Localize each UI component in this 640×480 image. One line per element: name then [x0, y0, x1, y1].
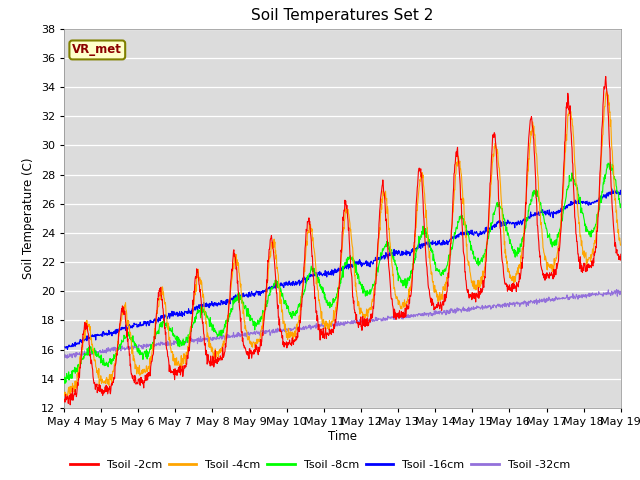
Title: Soil Temperatures Set 2: Soil Temperatures Set 2	[252, 9, 433, 24]
Legend: Tsoil -2cm, Tsoil -4cm, Tsoil -8cm, Tsoil -16cm, Tsoil -32cm: Tsoil -2cm, Tsoil -4cm, Tsoil -8cm, Tsoi…	[65, 456, 575, 474]
X-axis label: Time: Time	[328, 430, 357, 443]
Text: VR_met: VR_met	[72, 44, 122, 57]
Y-axis label: Soil Temperature (C): Soil Temperature (C)	[22, 157, 35, 279]
